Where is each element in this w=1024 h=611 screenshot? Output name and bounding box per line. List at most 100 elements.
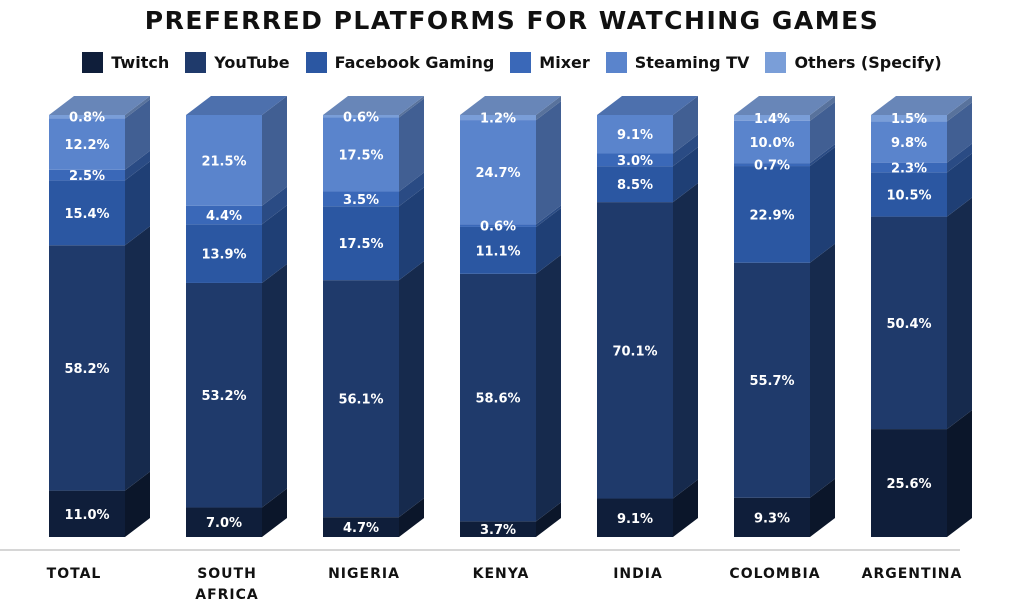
bar-top-face: [734, 96, 835, 115]
data-label: 58.2%: [64, 362, 109, 377]
bar-segment-side: [262, 96, 287, 206]
bar-segment-side: [536, 207, 561, 274]
bar-segment-side: [399, 98, 424, 192]
legend-item: YouTube: [185, 52, 290, 73]
bar-segment: [323, 191, 399, 207]
bar-segment-side: [673, 147, 698, 203]
bar-segment-side: [947, 197, 972, 430]
data-label: 4.4%: [206, 209, 242, 224]
data-label: 11.0%: [64, 508, 109, 523]
bar-segment: [871, 115, 947, 122]
data-label: 3.0%: [617, 154, 653, 169]
bar-segment: [597, 166, 673, 203]
legend-item: Mixer: [510, 52, 590, 73]
bar-segment: [460, 521, 536, 537]
bar-segment: [460, 120, 536, 225]
data-label: 24.7%: [475, 166, 520, 181]
legend-swatch: [510, 52, 532, 73]
data-label: 0.6%: [343, 110, 379, 125]
bar-segment-side: [125, 471, 150, 537]
bar-segment-side: [262, 186, 287, 225]
bar-segment-side: [673, 134, 698, 167]
data-label: 12.2%: [64, 138, 109, 153]
legend-swatch: [185, 52, 207, 73]
legend-label: Mixer: [539, 53, 590, 72]
data-label: 15.4%: [64, 207, 109, 222]
legend-swatch: [765, 52, 787, 73]
legend-label: YouTube: [214, 53, 290, 72]
data-label: 50.4%: [886, 317, 931, 332]
bar-segment-side: [810, 101, 835, 164]
bar-segment: [597, 498, 673, 537]
category-label: COLOMBIA: [729, 566, 820, 582]
bar-segment: [186, 115, 262, 206]
bar-segment-side: [673, 479, 698, 537]
legend-item: Others (Specify): [765, 52, 942, 73]
bar-segment: [460, 226, 536, 274]
category-label: ARGENTINA: [862, 566, 963, 582]
bar-segment: [871, 216, 947, 430]
data-label: 3.7%: [480, 523, 516, 538]
bar-segment: [734, 262, 810, 498]
bar-segment-side: [399, 172, 424, 207]
bar-top-face: [597, 96, 698, 115]
legend-label: Twitch: [111, 53, 170, 72]
bar-segment: [49, 115, 125, 119]
bar-segment: [49, 118, 125, 170]
legend-swatch: [82, 52, 104, 73]
bar-segment: [734, 120, 810, 164]
data-label: 53.2%: [201, 389, 246, 404]
bar-segment: [49, 490, 125, 537]
bar-segment-side: [262, 205, 287, 283]
bar-segment-side: [536, 254, 561, 522]
data-label: 1.2%: [480, 112, 516, 127]
bar-segment: [323, 115, 399, 118]
data-label: 11.1%: [475, 244, 520, 259]
bar-segment-side: [810, 96, 835, 121]
data-label: 56.1%: [338, 393, 383, 408]
bar-segment-side: [947, 143, 972, 173]
bar-segment: [597, 202, 673, 499]
bar-segment: [597, 115, 673, 154]
legend-swatch: [605, 52, 627, 73]
data-label: 58.6%: [475, 392, 520, 407]
data-label: 70.1%: [612, 344, 657, 359]
data-label: 4.7%: [343, 521, 379, 536]
legend-label: Others (Specify): [794, 53, 942, 72]
bar-segment-side: [536, 205, 561, 227]
bar-segment-side: [536, 502, 561, 537]
legend-item: Twitch: [82, 52, 169, 73]
bar-segment-side: [673, 183, 698, 499]
category-label: TOTAL: [47, 566, 102, 582]
data-label: 17.5%: [338, 148, 383, 163]
bar-segment: [49, 245, 125, 491]
bar-segment: [871, 121, 947, 163]
category-label: NIGERIA: [328, 566, 400, 582]
bar-segment-side: [399, 187, 424, 281]
bar-segment-side: [810, 144, 835, 167]
bar-segment: [323, 206, 399, 281]
bar-segment: [460, 224, 536, 227]
data-label: 9.8%: [891, 136, 927, 151]
bar-segment-side: [125, 96, 150, 119]
bar-segment-side: [810, 478, 835, 537]
chart-title: PREFERRED PLATFORMS FOR WATCHING GAMES: [144, 6, 880, 35]
bar-segment: [597, 153, 673, 167]
bar-segment: [186, 205, 262, 225]
legend-item: Facebook Gaming: [305, 52, 494, 73]
data-label: 2.3%: [891, 161, 927, 176]
category-label: KENYA: [473, 566, 530, 582]
bar-segment: [186, 224, 262, 283]
data-label: 0.7%: [754, 159, 790, 174]
bar-segment: [49, 169, 125, 181]
data-label: 21.5%: [201, 154, 246, 169]
bar-top-face: [186, 96, 287, 115]
data-label: 7.0%: [206, 516, 242, 531]
chart-legend: Twitch YouTube Facebook Gaming Mixer Steamin…: [0, 52, 1024, 73]
bar-segment: [186, 282, 262, 508]
data-label: 9.1%: [617, 512, 653, 527]
bar-top-face: [871, 96, 972, 115]
bar-segment-side: [536, 101, 561, 225]
data-label: 0.8%: [69, 111, 105, 126]
